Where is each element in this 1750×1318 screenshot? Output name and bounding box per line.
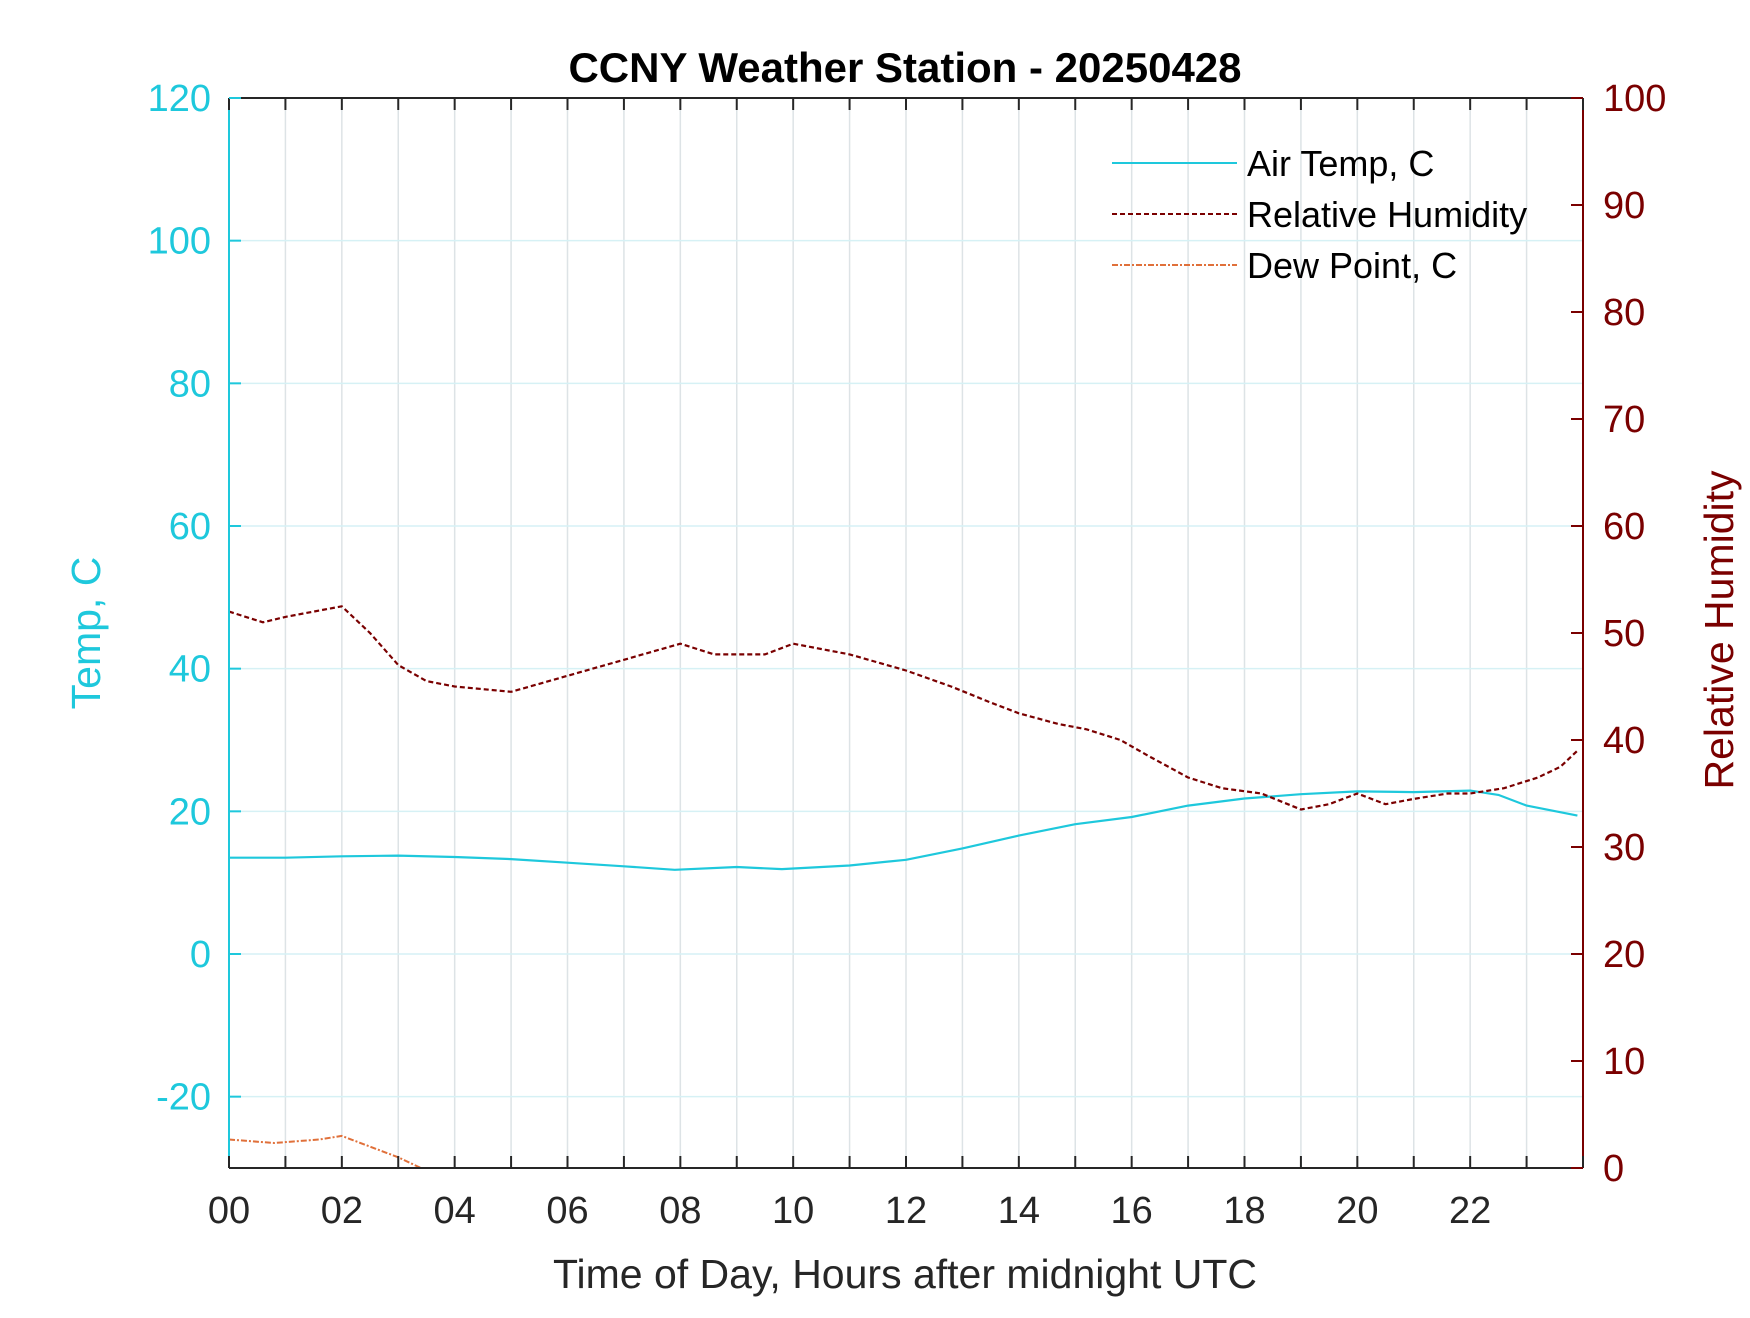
y-tick-label-right: 0: [1603, 1148, 1624, 1190]
x-tick-label: 14: [998, 1190, 1040, 1232]
y-tick-label-right: 50: [1603, 613, 1645, 655]
y-tick-label-right: 20: [1603, 934, 1645, 976]
chart-title: CCNY Weather Station - 20250428: [568, 44, 1241, 91]
x-tick-label: 06: [546, 1190, 588, 1232]
x-tick-label: 10: [772, 1190, 814, 1232]
x-tick-label: 12: [885, 1190, 927, 1232]
y-tick-label-left: 20: [169, 791, 211, 833]
y-tick-label-right: 40: [1603, 720, 1645, 762]
x-tick-label: 18: [1223, 1190, 1265, 1232]
y-tick-label-right: 60: [1603, 506, 1645, 548]
y-tick-label-right: 30: [1603, 827, 1645, 869]
x-tick-label: 20: [1336, 1190, 1378, 1232]
y-tick-label-left: 80: [169, 363, 211, 405]
axes: [228, 97, 1584, 1169]
y-tick-label-left: 60: [169, 506, 211, 548]
y-tick-label-left: -20: [156, 1077, 211, 1119]
y-tick-label-right: 70: [1603, 399, 1645, 441]
y-axis-label-left: Temp, C: [63, 557, 109, 710]
y-tick-label-left: 40: [169, 649, 211, 691]
series-line-0: [229, 789, 1578, 871]
tick-labels: 00 02 04 06 08 10 12 14 16 18 20 22-200204060801001…: [148, 78, 1667, 1232]
x-tick-label: 04: [434, 1190, 476, 1232]
y-tick-label-left: 100: [148, 221, 211, 263]
legend-label: Relative Humidity: [1247, 194, 1527, 235]
x-tick-label: 16: [1111, 1190, 1153, 1232]
y-tick-label-right: 10: [1603, 1041, 1645, 1083]
series-line-1: [228, 605, 1579, 811]
y-tick-label-left: 0: [190, 934, 211, 976]
series-lines: [228, 605, 1579, 1169]
y-tick-label-right: 90: [1603, 185, 1645, 227]
y-tick-label-right: 80: [1603, 292, 1645, 334]
y-tick-label-left: 120: [148, 78, 211, 120]
legend-label: Dew Point, C: [1247, 245, 1457, 286]
x-tick-label: 00: [208, 1190, 250, 1232]
series-line-2: [228, 1134, 422, 1169]
x-tick-label: 08: [659, 1190, 701, 1232]
grid-lines: [229, 98, 1583, 1168]
x-tick-label: 02: [321, 1190, 363, 1232]
y-axis-label-right: Relative Humidity: [1696, 470, 1742, 789]
legend-label: Air Temp, C: [1247, 143, 1434, 184]
x-tick-label: 22: [1449, 1190, 1491, 1232]
y-tick-label-right: 100: [1603, 78, 1666, 120]
x-axis-label: Time of Day, Hours after midnight UTC: [553, 1251, 1257, 1297]
legend: Air Temp, C Relative Humidity Dew Point, C: [1112, 143, 1527, 286]
